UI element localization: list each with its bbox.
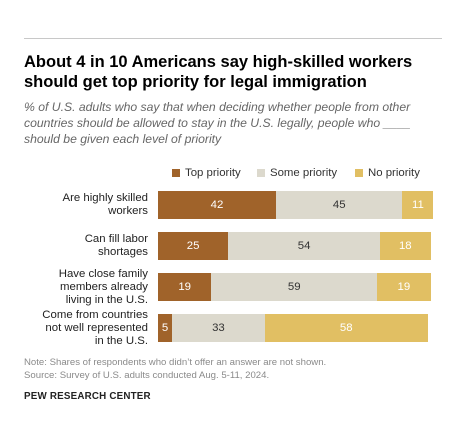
legend-item: Some priority — [257, 167, 337, 179]
bar-segment: 45 — [276, 191, 403, 219]
category-label: Come from countries not well represented i… — [42, 308, 148, 347]
legend-label: Some priority — [270, 167, 338, 179]
pew-logo-text: PEW RESEARCH CENTER — [24, 391, 151, 402]
data-label: 33 — [212, 322, 225, 334]
data-label: 45 — [332, 199, 346, 211]
data-label: 58 — [339, 322, 353, 334]
category-label: Can fill labor shortages — [84, 233, 148, 258]
bar-segment: 19 — [158, 273, 212, 301]
legend-swatch — [355, 169, 363, 177]
bar-segment: 33 — [172, 314, 265, 342]
chart-source: Source: Survey of U.S. adults conducted … — [24, 370, 270, 381]
data-label: 54 — [297, 240, 311, 252]
data-label: 25 — [186, 240, 200, 252]
bar-segment: 5 — [158, 314, 173, 342]
bar-segment: 18 — [379, 232, 431, 260]
data-label: 18 — [398, 240, 412, 252]
bar-segment: 19 — [377, 273, 431, 301]
data-label: 11 — [412, 199, 424, 211]
bar-segment: 42 — [158, 191, 277, 219]
legend-swatch — [172, 169, 180, 177]
data-label: 19 — [178, 281, 192, 293]
data-label: 5 — [161, 322, 169, 334]
legend: Top priority Some priority No priority — [0, 167, 455, 181]
data-label: 42 — [210, 199, 224, 211]
bar-segment: 54 — [228, 232, 380, 260]
legend-label: Top priority — [185, 167, 241, 179]
data-label: 19 — [397, 281, 411, 293]
data-label: 59 — [287, 281, 301, 293]
legend-label: No priority — [368, 167, 420, 179]
legend-item: Top priority — [172, 167, 241, 179]
bar-segment: 11 — [402, 191, 434, 219]
bar-segment: 25 — [158, 232, 229, 260]
category-label: Have close family members already living i… — [58, 267, 148, 306]
chart-note: Note: Shares of respondents who didn’t o… — [24, 357, 327, 368]
chart-subtitle: % of U.S. adults who say that when decid… — [24, 100, 411, 146]
bar-segment: 59 — [211, 273, 378, 301]
legend-item: No priority — [355, 167, 420, 179]
legend-swatch — [257, 169, 265, 177]
bar-segment: 58 — [264, 314, 428, 342]
chart-title: About 4 in 10 Americans say high-skilled… — [24, 53, 413, 91]
top-rule — [24, 38, 442, 39]
category-label: Are highly skilled workers — [62, 192, 148, 217]
